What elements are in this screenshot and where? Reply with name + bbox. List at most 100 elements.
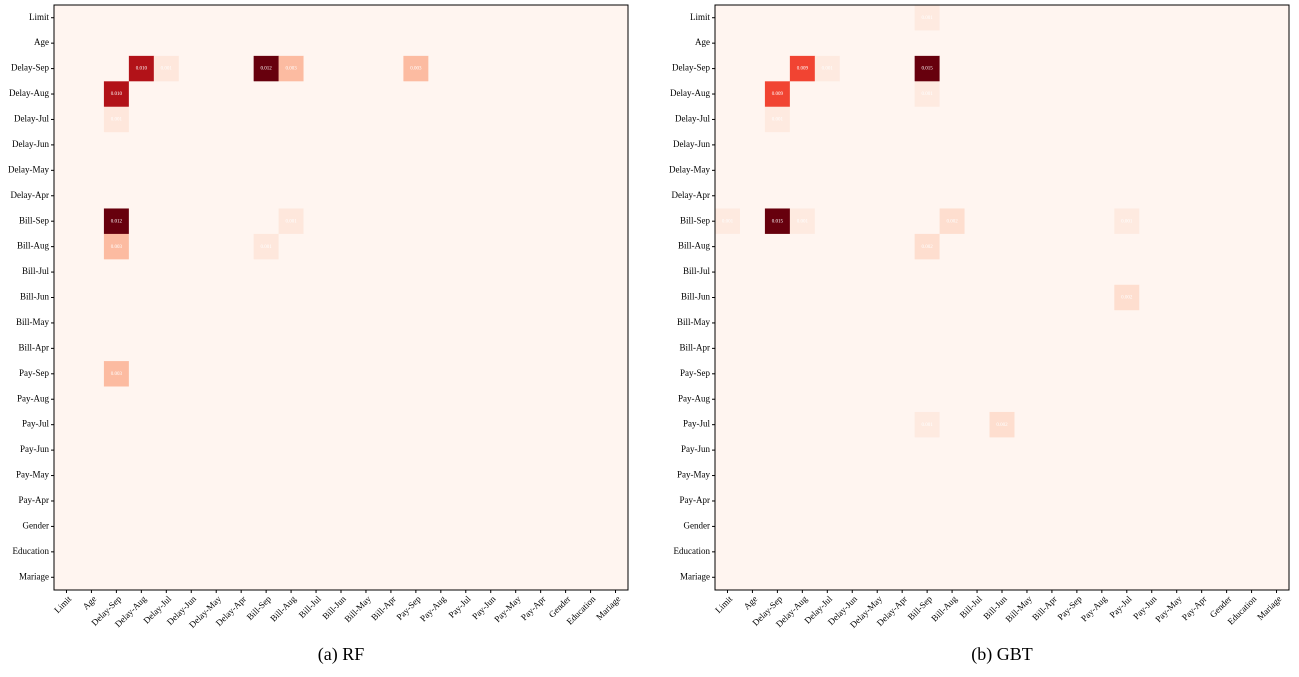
heatmap-cell — [1239, 513, 1265, 540]
heatmap-cell — [939, 30, 965, 57]
heatmap-cell — [764, 488, 791, 514]
heatmap-cell — [278, 310, 304, 336]
heatmap-cell — [1239, 564, 1265, 591]
heatmap-cell — [889, 488, 915, 514]
heatmap-cell — [1239, 30, 1265, 57]
heatmap-cell — [503, 81, 529, 108]
heatmap-cell — [353, 157, 379, 184]
heatmap-cell — [939, 462, 965, 489]
y-tick-label: Education — [674, 546, 711, 556]
heatmap-cell — [1189, 284, 1215, 311]
heatmap-cell — [503, 183, 529, 209]
heatmap-cell — [889, 259, 915, 286]
heatmap-cell — [864, 462, 890, 489]
heatmap-cell — [203, 208, 229, 235]
heatmap-cell — [603, 361, 629, 387]
heatmap-cell — [1239, 539, 1265, 565]
heatmap-cell — [528, 462, 554, 489]
heatmap-cell — [1089, 81, 1115, 108]
heatmap-cell — [789, 513, 816, 540]
heatmap-cell — [78, 81, 105, 108]
heatmap-cell — [1039, 539, 1065, 565]
heatmap-cell — [153, 488, 180, 514]
heatmap-cell — [1039, 411, 1065, 438]
heatmap-cell — [1214, 462, 1240, 489]
y-tick-label: Pay-May — [16, 470, 49, 480]
heatmap-cell — [1139, 259, 1165, 286]
heatmap-cell — [1189, 386, 1215, 413]
heatmap-cell — [1189, 5, 1215, 31]
heatmap-cell — [914, 106, 940, 133]
heatmap-cell — [1089, 259, 1115, 286]
heatmap-cell — [578, 310, 604, 336]
heatmap-cell — [1039, 310, 1065, 336]
heatmap-cell — [54, 539, 80, 565]
y-tick-label: Pay-Jun — [681, 444, 710, 454]
heatmap-cell — [1164, 284, 1190, 311]
heatmap-cell — [914, 462, 940, 489]
heatmap-cell — [814, 564, 841, 591]
heatmap-cell — [864, 30, 890, 57]
heatmap-cell — [789, 564, 816, 591]
heatmap-cell — [1214, 81, 1240, 108]
heatmap-cell — [1264, 5, 1290, 31]
heatmap-cell — [403, 5, 429, 31]
heatmap-cell — [54, 488, 80, 514]
heatmap-cell — [739, 539, 766, 565]
heatmap-cell — [864, 437, 890, 464]
heatmap-cell — [103, 183, 130, 209]
heatmap-cell — [78, 437, 105, 464]
heatmap-cell — [353, 55, 379, 82]
heatmap-cell — [1264, 183, 1290, 209]
heatmap-cell — [453, 386, 479, 413]
heatmap-cell — [428, 55, 454, 82]
heatmap-cell — [1089, 564, 1115, 591]
heatmap-cell — [603, 259, 629, 286]
heatmap-cell — [1264, 157, 1290, 184]
heatmap-cell — [914, 437, 940, 464]
x-tick-label: Limit — [713, 593, 735, 615]
heatmap-cell — [939, 437, 965, 464]
heatmap-cell — [989, 539, 1015, 565]
heatmap-cell — [1214, 5, 1240, 31]
heatmap-cell — [228, 81, 254, 108]
heatmap-cell — [128, 183, 155, 209]
heatmap-cell — [715, 81, 741, 108]
heatmap-cell — [403, 437, 429, 464]
heatmap-cell — [403, 335, 429, 362]
heatmap-cell — [103, 208, 130, 235]
heatmap-cell — [553, 411, 579, 438]
heatmap-cell — [1139, 30, 1165, 57]
heatmap-cell — [578, 462, 604, 489]
heatmap-cell — [503, 488, 529, 514]
heatmap-cell — [1164, 386, 1190, 413]
heatmap-cell — [814, 233, 841, 260]
heatmap-cell — [378, 310, 404, 336]
heatmap-cell — [789, 30, 816, 57]
heatmap-cell — [178, 284, 205, 311]
heatmap-cell — [378, 233, 404, 260]
heatmap-cell — [889, 539, 915, 565]
heatmap-cell — [939, 55, 965, 82]
heatmap-cell — [914, 564, 940, 591]
heatmap-cell — [328, 5, 354, 31]
heatmap-cell — [1189, 361, 1215, 387]
heatmap-cell — [503, 386, 529, 413]
heatmap-cell — [528, 411, 554, 438]
heatmap-cell — [178, 259, 205, 286]
heatmap-cell — [578, 488, 604, 514]
heatmap-cell — [1039, 488, 1065, 514]
heatmap-cell — [1264, 55, 1290, 82]
heatmap-cell — [839, 284, 866, 311]
heatmap-cell — [889, 513, 915, 540]
heatmap-cell — [403, 539, 429, 565]
heatmap-cell — [1114, 361, 1140, 387]
heatmap-cell — [353, 106, 379, 133]
heatmap-cell — [78, 411, 105, 438]
heatmap-cell — [989, 157, 1015, 184]
heatmap-cell — [889, 81, 915, 108]
heatmap-cell — [1214, 55, 1240, 82]
heatmap-cell — [353, 513, 379, 540]
heatmap-cell — [1164, 106, 1190, 133]
heatmap-cell — [1214, 208, 1240, 235]
